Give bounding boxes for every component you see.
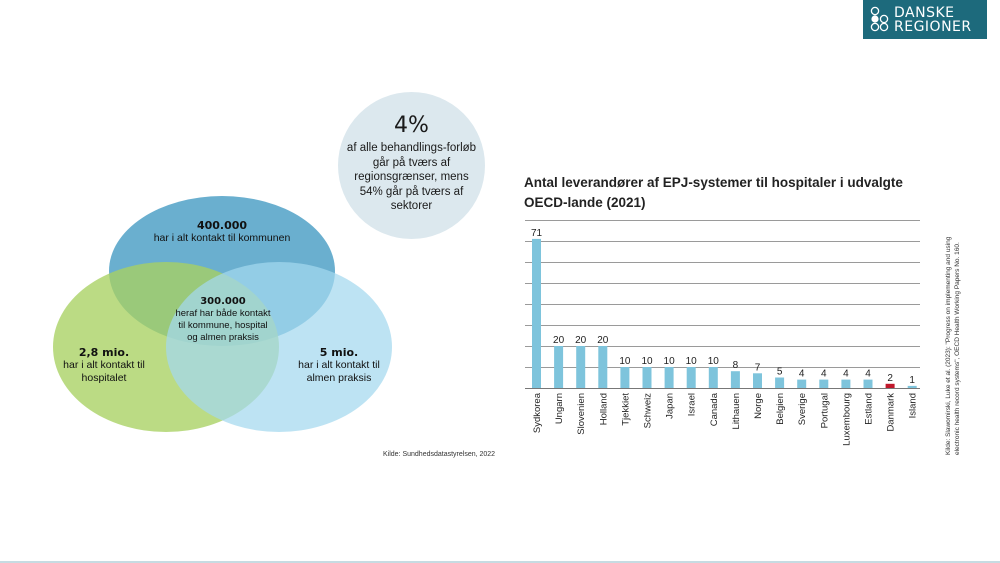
data-label: 71: [531, 228, 543, 239]
data-label: 10: [619, 356, 631, 367]
bar-canada: [708, 367, 718, 388]
logo-text: DANSKE REGIONER: [894, 6, 972, 34]
data-label: 10: [664, 356, 676, 367]
x-tick-label: Estland: [864, 393, 875, 425]
bar-schweiz: [642, 367, 652, 388]
x-tick-label: Tjekkiet: [620, 393, 631, 426]
bar-estland: [863, 379, 873, 388]
bar-ungarn: [554, 346, 564, 388]
venn-hospital-label: 2,8 mio. har i alt kontakt til hospitale…: [49, 346, 159, 385]
logo-line-1: DANSKE: [894, 4, 955, 21]
venn-center-text: heraf har både kontakt til kommune, hosp…: [175, 308, 271, 343]
bar-sydkorea: [532, 238, 541, 388]
chart-title: Antal leverandører af EPJ-systemer til h…: [524, 175, 903, 210]
bar-island: [907, 385, 917, 388]
bar-norge: [753, 373, 762, 388]
data-label: 8: [733, 360, 739, 371]
bar-danmark: [885, 383, 895, 388]
venn-almen-praksis-ellipse: [166, 262, 392, 432]
chart-source: Kilde: Slawomirski, Luke et al. (2023): …: [945, 236, 961, 455]
data-label: 20: [575, 335, 587, 346]
callout-bubble: 4% af alle behandlings-forløb går på tvæ…: [338, 92, 485, 239]
bar-slovenien: [576, 346, 586, 388]
venn-almen-praksis-label: 5 mio. har i alt kontakt til almen praks…: [284, 346, 394, 385]
x-tick-label: Sydkorea: [532, 392, 543, 433]
x-tick-label: Lithauen: [731, 393, 742, 429]
data-label: 5: [777, 367, 783, 378]
x-tick-label: Holland: [598, 393, 609, 425]
venn-kommune-label: 400.000 har i alt kontakt til kommunen: [154, 219, 291, 245]
bar-japan: [664, 367, 674, 388]
venn-center-label: 300.000 heraf har både kontakt til kommu…: [175, 296, 271, 344]
data-label: 4: [821, 369, 827, 380]
venn-hospital-text: har i alt kontakt til hospitalet: [63, 359, 145, 384]
data-label: 2: [887, 373, 893, 384]
x-tick-label: Slovenien: [576, 393, 587, 435]
x-tick-label: Danmark: [886, 393, 897, 432]
x-tick-label: Ungarn: [554, 393, 565, 424]
x-tick-label: Belgien: [775, 393, 786, 425]
venn-hospital-value: 2,8 mio.: [78, 346, 130, 359]
data-label: 10: [686, 356, 698, 367]
venn-kommune-text: har i alt kontakt til kommunen: [153, 232, 291, 244]
x-tick-label: Japan: [665, 393, 676, 419]
bar-lithauen: [730, 371, 740, 388]
data-label: 20: [597, 335, 609, 346]
logo-rings-icon: [870, 6, 889, 31]
venn-almen-praksis-text: har i alt kontakt til almen praksis: [298, 359, 380, 384]
data-label: 20: [553, 335, 565, 346]
logo-line-2: REGIONER: [894, 18, 972, 35]
x-tick-label: Norge: [753, 393, 764, 419]
data-label: 4: [799, 369, 805, 380]
x-tick-label: Israel: [687, 393, 698, 416]
bar-portugal: [819, 379, 829, 388]
data-label: 4: [843, 369, 849, 380]
venn-almen-praksis-value: 5 mio.: [319, 346, 359, 359]
bar-sverige: [797, 379, 807, 388]
x-tick-label: Schweiz: [643, 393, 654, 429]
bar-israel: [686, 367, 696, 388]
danske-regioner-logo: DANSKE REGIONER: [863, 0, 987, 39]
venn-source: Kilde: Sundhedsdatastyrelsen, 2022: [383, 451, 496, 458]
data-label: 10: [641, 356, 653, 367]
data-label: 4: [865, 369, 871, 380]
venn-diagram: [53, 196, 392, 432]
x-tick-label: Portugal: [819, 393, 830, 428]
bar-luxembourg: [841, 379, 851, 388]
callout-text: af alle behandlings-forløb går på tværs …: [346, 142, 477, 212]
venn-kommune-value: 400.000: [196, 219, 248, 232]
bottom-divider: [0, 561, 1000, 563]
data-label: 7: [755, 362, 761, 373]
x-tick-label: Island: [908, 393, 919, 418]
bar-belgien: [775, 377, 785, 388]
bar-tjekkiet: [620, 367, 630, 388]
x-tick-label: Canada: [709, 392, 720, 426]
data-label: 1: [909, 375, 915, 386]
bar-holland: [598, 346, 608, 388]
x-tick-label: Sverige: [797, 393, 808, 425]
venn-center-value: 300.000: [200, 296, 246, 307]
x-tick-label: Luxembourg: [841, 393, 852, 446]
callout-value: 4%: [394, 113, 429, 138]
data-label: 10: [708, 356, 720, 367]
